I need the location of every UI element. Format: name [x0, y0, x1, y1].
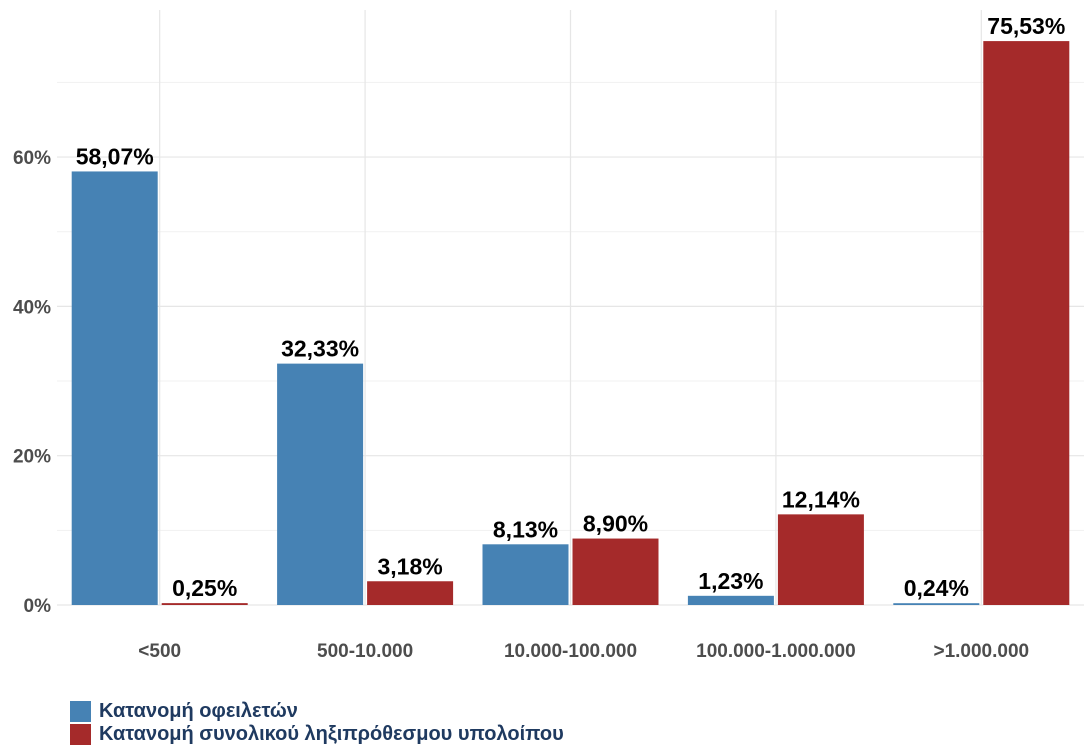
gridlines [57, 10, 1084, 606]
legend-swatch-debtors [70, 701, 91, 722]
data-label: 8,13% [493, 516, 558, 542]
y-tick-label: 60% [13, 148, 51, 169]
x-axis: <500 500-10.000 10.000-100.000 100.000-1.00… [138, 641, 1029, 662]
legend: Κατανομή οφειλετών Κατανομή συνολικού λη… [70, 700, 564, 746]
legend-label-overdue-balance: Κατανομή συνολικού ληξιπρόθεσμου υπολοίπ… [99, 723, 564, 745]
data-label: 58,07% [76, 143, 154, 169]
legend-label-debtors: Κατανομή οφειλετών [99, 700, 298, 722]
legend-item-debtors: Κατανομή οφειλετών [70, 700, 564, 723]
data-label: 8,90% [583, 511, 648, 537]
y-tick-label: 40% [13, 297, 51, 318]
data-label: 0,25% [172, 575, 237, 601]
legend-swatch-overdue-balance [70, 724, 91, 745]
data-labels: 58,07% 0,25% 32,33% 3,18% 8,13% 8,90% 1,23% 12,… [76, 13, 1066, 601]
bar-series-2 [367, 581, 454, 605]
bar-series-2 [572, 538, 659, 605]
data-label: 75,53% [987, 13, 1065, 39]
bar-series-2 [161, 603, 248, 605]
bar-series-1 [482, 544, 569, 605]
x-category-label: 10.000-100.000 [504, 641, 637, 662]
y-axis: 0% 20% 40% 60% [13, 148, 51, 617]
x-category-label: >1.000.000 [933, 641, 1029, 662]
bar-series-2 [777, 514, 864, 605]
bar-series-1 [277, 363, 364, 605]
y-tick-label: 0% [24, 596, 52, 617]
x-category-label: 500-10.000 [317, 641, 413, 662]
data-label: 12,14% [782, 486, 860, 512]
y-tick-label: 20% [13, 447, 51, 468]
x-category-label: <500 [138, 641, 181, 662]
x-category-label: 100.000-1.000.000 [696, 641, 856, 662]
bars [71, 41, 1070, 606]
data-label: 1,23% [698, 568, 763, 594]
bar-series-1 [71, 171, 158, 605]
bar-series-1 [893, 603, 980, 605]
data-label: 32,33% [281, 336, 359, 362]
data-label: 0,24% [904, 575, 969, 601]
data-label: 3,18% [377, 553, 442, 579]
legend-item-overdue-balance: Κατανομή συνολικού ληξιπρόθεσμου υπολοίπ… [70, 723, 564, 746]
bar-series-2 [983, 41, 1070, 606]
bar-series-1 [687, 595, 774, 605]
